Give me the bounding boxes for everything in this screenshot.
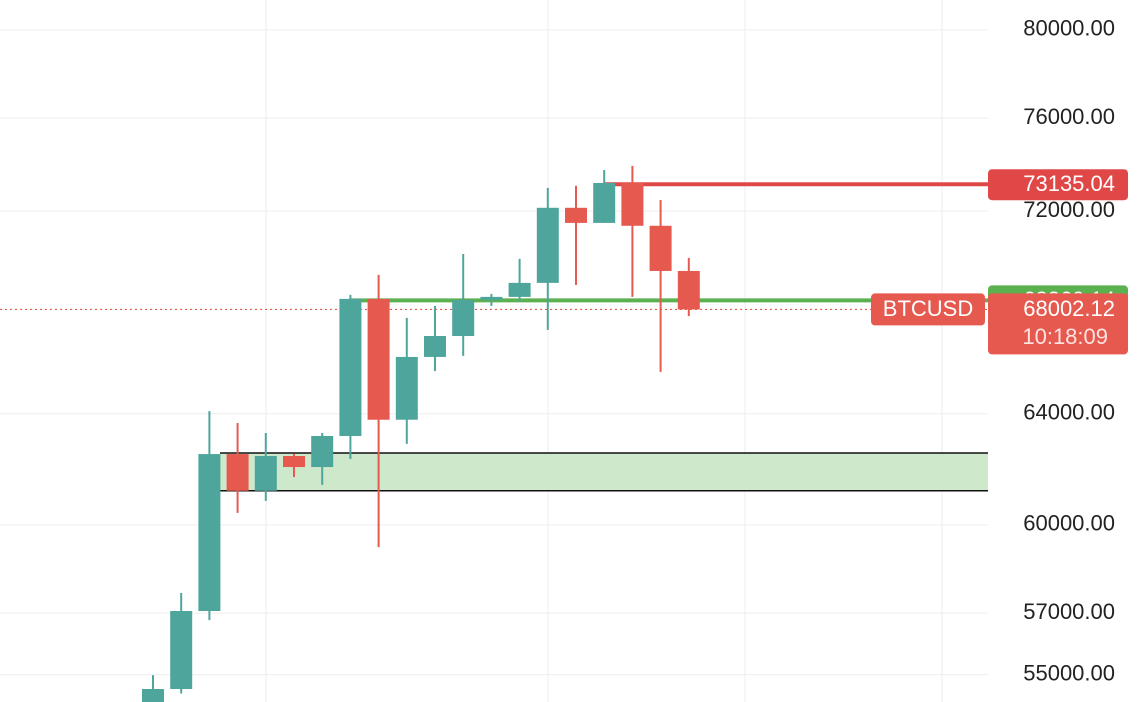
price-badge [988,169,1128,201]
price-badge-label: 73135.04 [1023,171,1115,196]
time-grid [265,0,943,702]
candle-body [480,296,503,300]
candle-body [395,356,418,420]
candle-body [339,298,362,436]
symbol-badge [871,293,985,326]
candle-body [621,182,644,226]
y-tick-label: 64000.00 [1023,400,1115,425]
last-price-label: 68002.12 [1023,296,1115,321]
candle-body [677,270,700,310]
last-price-badge [988,293,1128,355]
candle-body [367,298,390,420]
y-tick-label: 72000.00 [1023,197,1115,222]
candle-body [170,610,193,690]
countdown-label: 10:18:09 [1022,324,1108,349]
y-tick-label: 57000.00 [1023,599,1115,624]
candle-body [649,225,672,271]
candle-body [254,455,277,491]
candle-body [142,689,164,702]
y-tick-label: 80000.00 [1023,16,1115,41]
y-tick-label: 76000.00 [1023,104,1115,129]
y-tick-label: 60000.00 [1023,511,1115,536]
candle-body [198,454,221,611]
y-tick-label: 55000.00 [1023,660,1115,685]
candle-body [593,182,616,223]
candle-body [565,207,587,223]
symbol-label: BTCUSD [883,296,973,321]
candle-body [508,282,531,297]
candle-body [311,435,334,468]
zone [220,452,988,491]
candle-body [452,299,475,337]
candle-body [226,454,249,491]
candle-body [536,207,559,283]
candle-body [424,336,446,357]
candle-body [283,455,305,468]
